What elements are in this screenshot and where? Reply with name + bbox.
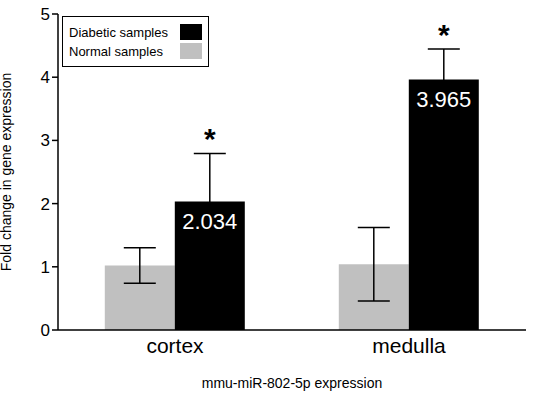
svg-text:*: * <box>204 122 216 155</box>
svg-text:*: * <box>438 18 450 51</box>
svg-text:2.034: 2.034 <box>182 209 237 234</box>
svg-text:mmu-miR-802-5p expression: mmu-miR-802-5p expression <box>202 375 383 391</box>
svg-text:5: 5 <box>41 5 50 24</box>
html-text:Diabetic samples: Diabetic samples <box>69 24 168 40</box>
svg-text:Fold change in gene expression: Fold change in gene expression <box>8 73 14 271</box>
svg-text:3: 3 <box>41 131 50 150</box>
svg-text:2: 2 <box>41 195 50 214</box>
svg-text:4: 4 <box>41 68 50 87</box>
html-text:Normal samples: Normal samples <box>69 43 163 59</box>
svg-text:1: 1 <box>41 258 50 277</box>
svg-text:0: 0 <box>41 321 50 340</box>
svg-text:3.965: 3.965 <box>416 87 471 112</box>
svg-text:medulla: medulla <box>372 334 446 357</box>
svg-text:cortex: cortex <box>146 334 204 357</box>
